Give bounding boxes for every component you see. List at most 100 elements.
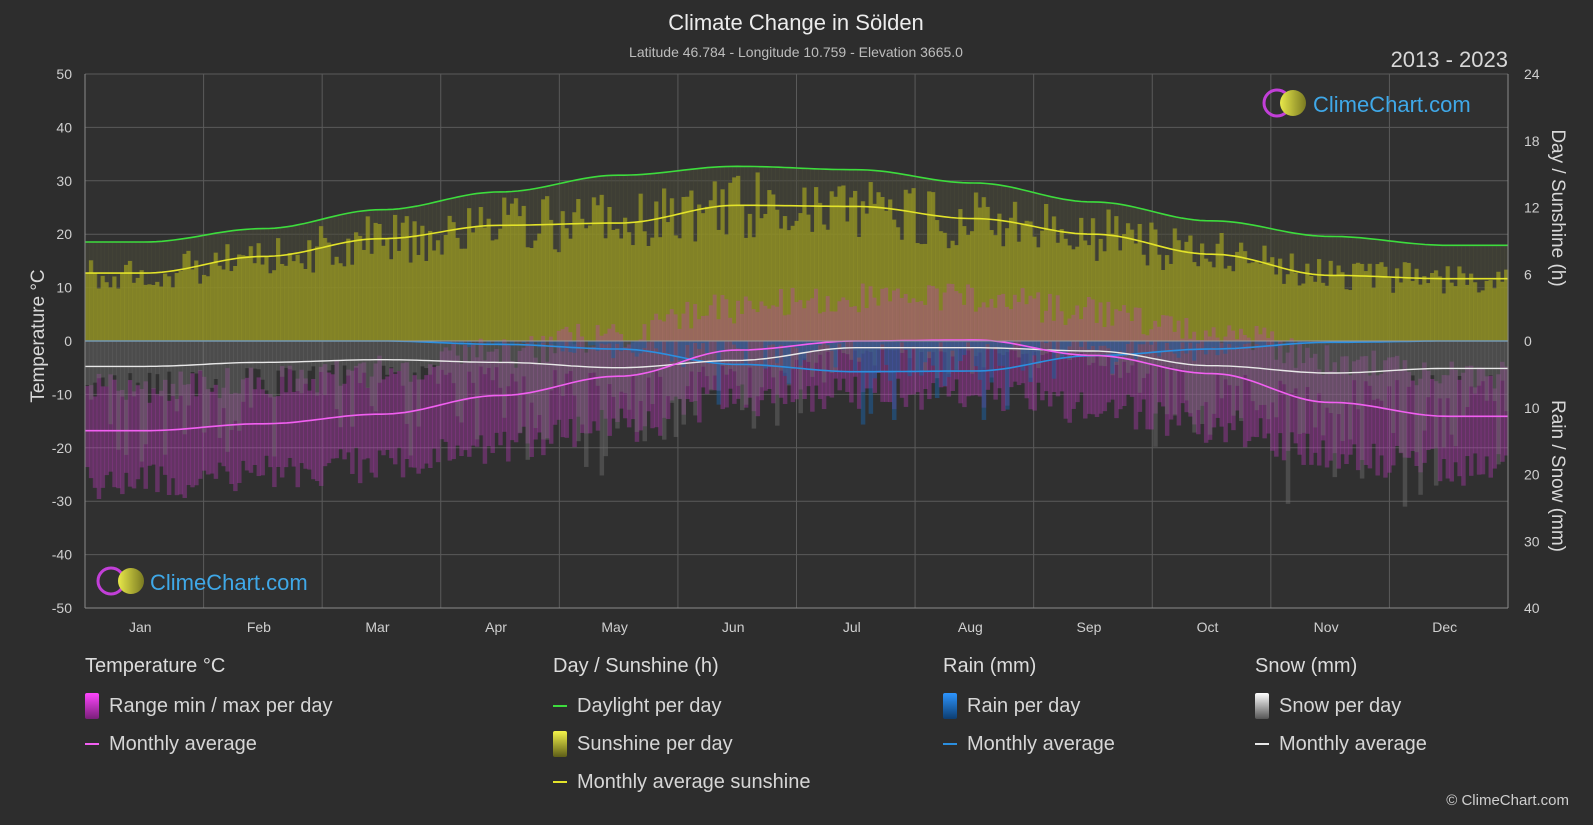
temperature-range-band: [580, 336, 585, 433]
temperature-range-band: [931, 286, 936, 384]
snow-band: [151, 341, 156, 389]
sunshine-band: [1301, 283, 1306, 341]
sunshine-band: [162, 273, 168, 341]
snow-band: [1461, 341, 1466, 417]
snow-band: [1472, 341, 1478, 394]
temperature-range-band: [938, 310, 944, 388]
sunshine-band: [186, 250, 191, 341]
snow-band: [1301, 341, 1306, 433]
temperature-range-band: [572, 344, 577, 448]
rain-band: [946, 341, 952, 378]
temperature-range-band: [276, 396, 281, 468]
sunshine-band: [1153, 229, 1158, 341]
sunshine-band: [431, 250, 437, 341]
snow-band: [123, 341, 129, 455]
snow-band: [829, 341, 835, 373]
rain-band: [864, 341, 870, 373]
temperature-range-band: [634, 341, 640, 442]
snow-band: [739, 341, 745, 411]
snow-band: [794, 341, 800, 360]
snow-band: [1371, 341, 1377, 400]
snow-band: [814, 341, 819, 363]
temperature-range-band: [1122, 305, 1127, 407]
snow-band: [1250, 341, 1256, 402]
rain-band: [966, 341, 971, 343]
legend-label: Range min / max per day: [109, 694, 333, 717]
sunshine-band: [1402, 262, 1408, 341]
temperature-range-band: [190, 373, 195, 488]
temperature-range-band: [506, 345, 511, 462]
temperature-range-band: [1274, 359, 1279, 457]
rain-band: [1008, 341, 1014, 348]
snow-band: [817, 341, 823, 355]
temperature-average-line: [85, 339, 1508, 432]
sunshine-band: [424, 260, 429, 341]
rain-band: [1168, 341, 1174, 350]
temperature-range-band: [1067, 318, 1072, 423]
rain-band: [880, 341, 885, 345]
sunshine-band: [498, 228, 503, 341]
temperature-range-band: [307, 390, 312, 470]
temperature-range-band: [283, 392, 289, 468]
snow-band: [1406, 341, 1412, 387]
rain-band: [958, 341, 963, 362]
rain-band: [1161, 341, 1166, 351]
snow-band: [1504, 341, 1509, 412]
snow-band: [611, 341, 616, 397]
daylight-band: [1391, 241, 1396, 341]
temperature-range-band: [1192, 331, 1197, 425]
brand-logo-bottom: ClimeChart.com: [96, 566, 308, 596]
temperature-range-band: [771, 305, 776, 404]
sunshine-band: [560, 211, 566, 341]
sunshine-band: [1145, 265, 1150, 341]
sunshine-band: [915, 243, 920, 341]
temperature-range-band: [954, 291, 959, 380]
temperature-range-band: [509, 361, 515, 441]
sunshine-band: [1309, 276, 1314, 341]
sunshine-band: [576, 199, 581, 341]
rain-band: [1274, 341, 1279, 348]
temperature-range-band: [1137, 307, 1143, 412]
sunshine-band: [778, 228, 784, 341]
rain-band: [541, 341, 546, 343]
snow-band: [330, 341, 336, 365]
temperature-range-band: [1391, 357, 1396, 466]
rain-band: [911, 341, 917, 347]
temperature-range-band: [1472, 387, 1478, 454]
sunshine-band: [876, 192, 881, 341]
temperature-range-band: [1336, 372, 1341, 469]
snow-band: [198, 341, 203, 371]
sunshine-band: [447, 215, 453, 341]
right-axis-label-top: Day / Sunshine (h): [1547, 129, 1568, 286]
snow-band: [447, 341, 453, 373]
legend-rain: Rain (mm) Rain per day Monthly average: [943, 655, 1115, 768]
snow-band: [798, 341, 803, 414]
snow-band: [1484, 341, 1490, 401]
temperature-range-band: [443, 347, 449, 442]
snow-band: [498, 341, 503, 388]
sunshine-band: [311, 272, 316, 341]
temperature-range-band: [1083, 307, 1088, 419]
logo-sun-icon: [118, 568, 144, 594]
sunshine-band: [205, 276, 211, 341]
snow-band: [825, 341, 831, 352]
snow-band: [743, 341, 749, 405]
snow-band: [1414, 341, 1419, 453]
snow-band: [127, 341, 133, 374]
temperature-range-band: [92, 396, 98, 488]
sunshine-band: [198, 283, 203, 341]
rain-band: [892, 341, 897, 420]
sunshine-band: [704, 206, 710, 341]
snow-band: [389, 341, 394, 368]
sunshine-band: [997, 213, 1002, 341]
month-tick-label: Mar: [365, 619, 389, 635]
snow-band: [580, 341, 585, 425]
sunshine-band: [712, 181, 718, 341]
temperature-range-band: [1379, 373, 1384, 456]
temperature-range-band: [619, 334, 624, 409]
snow-band: [342, 341, 347, 366]
sunshine-band: [1437, 276, 1443, 341]
temperature-range-band: [1387, 357, 1392, 473]
temperature-range-band: [1430, 378, 1435, 449]
sunshine-band: [665, 222, 671, 341]
